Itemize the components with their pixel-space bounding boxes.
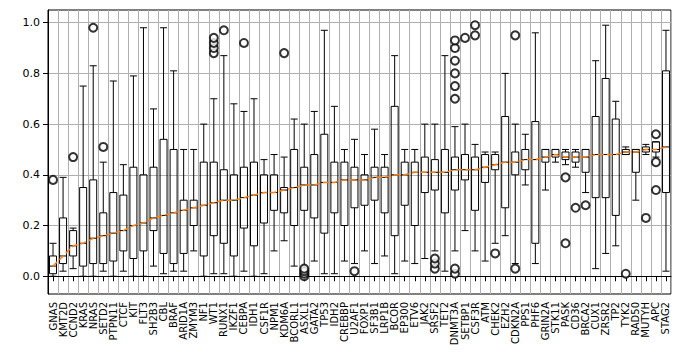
svg-text:BRAF: BRAF: [168, 302, 180, 328]
svg-text:SETBP1: SETBP1: [459, 302, 471, 340]
svg-text:SH2B3: SH2B3: [148, 302, 159, 336]
svg-text:MUTYH: MUTYH: [640, 302, 652, 338]
svg-text:0.0: 0.0: [23, 270, 41, 283]
svg-text:IDH1: IDH1: [248, 302, 260, 327]
svg-text:CSF1R: CSF1R: [258, 302, 270, 335]
svg-text:GNAS: GNAS: [47, 302, 59, 331]
svg-text:KRAS: KRAS: [77, 302, 89, 329]
svg-text:CSF3R: CSF3R: [469, 302, 481, 335]
svg-text:BCOR: BCOR: [389, 302, 401, 331]
svg-text:CUX1: CUX1: [590, 302, 602, 330]
svg-text:BCORL1: BCORL1: [288, 302, 300, 343]
svg-text:IDH2: IDH2: [328, 302, 340, 327]
svg-text:SF3B1: SF3B1: [369, 302, 381, 334]
svg-text:PASK: PASK: [560, 302, 571, 328]
svg-text:NPM1: NPM1: [268, 302, 280, 331]
svg-text:TP2: TP2: [610, 302, 622, 321]
svg-text:NF1: NF1: [198, 302, 210, 322]
svg-text:PPS1: PPS1: [519, 302, 531, 327]
svg-text:CDKN2A: CDKN2A: [509, 302, 521, 344]
svg-text:PTPN11: PTPN11: [107, 302, 119, 341]
svg-text:0.6: 0.6: [23, 118, 41, 131]
svg-text:ZRSR2: ZRSR2: [600, 302, 612, 336]
svg-text:PHF6: PHF6: [529, 302, 541, 328]
svg-text:ZMYM3: ZMYM3: [188, 302, 200, 339]
svg-text:FOXP1: FOXP1: [359, 302, 370, 335]
svg-text:GRIN2A: GRIN2A: [539, 302, 551, 341]
svg-text:CREBBP: CREBBP: [338, 302, 350, 342]
svg-text:U2AF1: U2AF1: [349, 302, 360, 335]
svg-text:ETV6: ETV6: [409, 302, 421, 328]
svg-text:GATA2: GATA2: [308, 302, 320, 335]
svg-text:KIT: KIT: [127, 302, 139, 318]
svg-text:KMT2D: KMT2D: [57, 302, 69, 338]
svg-text:NRAS: NRAS: [87, 302, 99, 330]
svg-text:CHEK2: CHEK2: [489, 302, 501, 336]
svg-text:TET2: TET2: [439, 302, 451, 327]
svg-text:STK11: STK11: [549, 302, 561, 334]
svg-text:FLT3: FLT3: [138, 302, 149, 325]
svg-text:0.2: 0.2: [23, 219, 41, 232]
svg-text:CEBPA: CEBPA: [238, 302, 250, 335]
svg-text:CCND2: CCND2: [67, 302, 79, 338]
svg-text:EZH2: EZH2: [499, 302, 511, 330]
svg-text:ASXL1: ASXL1: [298, 302, 310, 334]
svg-text:TYK2: TYK2: [620, 302, 632, 328]
svg-text:KDM6A: KDM6A: [278, 302, 290, 339]
svg-text:0.4: 0.4: [23, 168, 41, 181]
svg-text:ATM: ATM: [479, 302, 491, 323]
svg-text:DNMT3A: DNMT3A: [449, 302, 461, 346]
svg-text:RUNX1: RUNX1: [218, 302, 230, 337]
svg-text:IKZF1: IKZF1: [228, 302, 240, 331]
svg-text:CBL: CBL: [158, 302, 170, 322]
svg-text:CTCF: CTCF: [117, 302, 129, 328]
svg-text:APC: APC: [650, 302, 662, 322]
svg-text:JAK2: JAK2: [419, 302, 431, 325]
svg-text:SETD2: SETD2: [97, 302, 109, 335]
svg-text:BRCA2: BRCA2: [580, 302, 592, 336]
svg-text:STAG2: STAG2: [660, 302, 671, 334]
svg-text:CD36: CD36: [570, 302, 581, 330]
svg-text:0.8: 0.8: [23, 67, 41, 80]
svg-text:TP53: TP53: [318, 302, 330, 327]
svg-text:ARID1A: ARID1A: [178, 302, 190, 340]
svg-text:SRSF2: SRSF2: [429, 302, 441, 334]
svg-text:1.0: 1.0: [23, 16, 41, 29]
svg-text:RAD50: RAD50: [630, 302, 642, 336]
svg-text:LRP1B: LRP1B: [379, 302, 391, 334]
svg-text:EP300: EP300: [399, 302, 411, 334]
svg-text:WT1: WT1: [208, 302, 220, 325]
